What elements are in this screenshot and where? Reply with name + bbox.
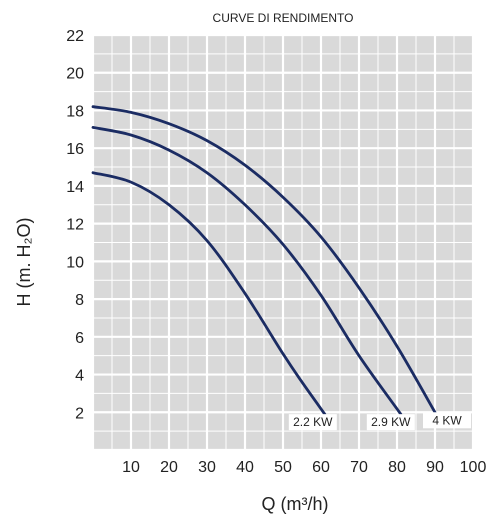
y-tick-label: 10 bbox=[66, 254, 84, 271]
y-tick-label: 20 bbox=[66, 66, 84, 83]
y-tick-label: 6 bbox=[75, 330, 84, 347]
curve-label: 2.9 KW bbox=[371, 415, 411, 429]
curve-label-background bbox=[423, 412, 471, 429]
curve-label-background bbox=[366, 414, 415, 431]
curve-labels: 2.2 KW 2.9 KW 4 KW bbox=[288, 412, 471, 431]
x-tick-label: 30 bbox=[198, 459, 216, 476]
x-tick-label: 20 bbox=[160, 459, 178, 476]
curve-label-background bbox=[288, 414, 337, 431]
curve-label: 4 KW bbox=[432, 413, 462, 427]
y-tick-label: 16 bbox=[66, 141, 84, 158]
x-tick-label: 100 bbox=[460, 459, 487, 476]
performance-curve-line bbox=[91, 105, 437, 414]
y-axis-ticks: 2 4 6 8 10 12 14 16 18 20 22 bbox=[66, 28, 84, 422]
y-axis-title: H (m. H₂O) bbox=[14, 218, 34, 307]
y-tick-label: 14 bbox=[66, 179, 84, 196]
x-tick-label: 60 bbox=[312, 459, 330, 476]
y-tick-label: 12 bbox=[66, 217, 84, 234]
y-tick-label: 18 bbox=[66, 103, 84, 120]
performance-curves bbox=[91, 105, 437, 416]
x-tick-label: 40 bbox=[236, 459, 254, 476]
y-tick-label: 8 bbox=[75, 292, 84, 309]
x-tick-label: 10 bbox=[122, 459, 140, 476]
x-tick-label: 90 bbox=[426, 459, 444, 476]
x-tick-label: 50 bbox=[274, 459, 292, 476]
performance-curve-line bbox=[91, 171, 327, 416]
x-axis-ticks: 10 20 30 40 50 60 70 80 90 100 bbox=[122, 459, 486, 476]
y-tick-label: 22 bbox=[66, 28, 84, 45]
x-tick-label: 80 bbox=[388, 459, 406, 476]
performance-curve-line bbox=[91, 126, 403, 416]
y-tick-label: 2 bbox=[75, 405, 84, 422]
y-tick-label: 4 bbox=[75, 368, 84, 385]
x-tick-label: 70 bbox=[350, 459, 368, 476]
chart-title: CURVE DI RENDIMENTO bbox=[213, 11, 354, 25]
grid-lines bbox=[91, 33, 475, 452]
curve-label: 2.2 KW bbox=[293, 415, 333, 429]
x-axis-title: Q (m³/h) bbox=[262, 494, 329, 514]
